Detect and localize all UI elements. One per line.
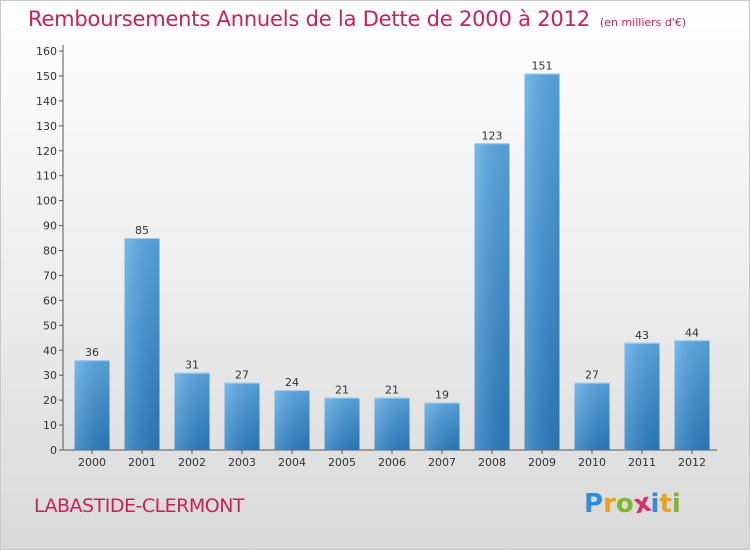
labels: 2000 36 2001 85 2002 31 2003 27 2004 24 2005 21 2006… xyxy=(78,59,706,469)
data-label-2004: 24 xyxy=(285,376,299,389)
title-row: Remboursements Annuels de la Dette de 20… xyxy=(28,7,686,31)
y-tick-label: 30 xyxy=(43,369,57,382)
bar-shade-2006 xyxy=(374,397,410,450)
y-tick-label: 40 xyxy=(43,344,57,357)
x-tick-label-2008: 2008 xyxy=(478,456,506,469)
y-tick-label: 80 xyxy=(43,245,57,258)
y-tick-label: 70 xyxy=(43,269,57,282)
bar-shade-2011 xyxy=(624,342,660,450)
data-label-2002: 31 xyxy=(185,359,199,372)
data-label-2000: 36 xyxy=(85,346,99,359)
logo-letter: P xyxy=(584,489,604,519)
y-tick-label: 50 xyxy=(43,319,57,332)
x-tick-label-2006: 2006 xyxy=(378,456,406,469)
bar-shade-2010 xyxy=(574,382,610,450)
logo-letter: t xyxy=(659,489,672,519)
bar-shade-2007 xyxy=(424,402,460,450)
bar-shade-2004 xyxy=(274,390,310,450)
y-tick-label: 100 xyxy=(36,195,57,208)
data-label-2001: 85 xyxy=(135,224,149,237)
data-label-2012: 44 xyxy=(685,326,699,339)
y-tick-label: 110 xyxy=(36,170,57,183)
y-tick-label: 140 xyxy=(36,95,57,108)
bar-shade-2005 xyxy=(324,397,360,450)
data-label-2007: 19 xyxy=(435,389,449,402)
y-tick-label: 120 xyxy=(36,145,57,158)
x-tick-label-2003: 2003 xyxy=(228,456,256,469)
data-label-2005: 21 xyxy=(335,384,349,397)
bar-shade-2001 xyxy=(124,238,160,450)
x-tick-label-2002: 2002 xyxy=(178,456,206,469)
x-tick-label-2011: 2011 xyxy=(628,456,656,469)
bar-shade-2000 xyxy=(74,360,110,450)
x-tick-label-2009: 2009 xyxy=(528,456,556,469)
commune-name: LABASTIDE-CLERMONT xyxy=(34,495,245,517)
data-label-2003: 27 xyxy=(235,369,249,382)
y-tick-label: 0 xyxy=(50,444,57,457)
x-tick-label-2005: 2005 xyxy=(328,456,356,469)
bar-shade-2002 xyxy=(174,372,210,450)
x-tick-label-2004: 2004 xyxy=(278,456,306,469)
x-tick-label-2001: 2001 xyxy=(128,456,156,469)
chart-title: Remboursements Annuels de la Dette de 20… xyxy=(28,7,590,31)
data-label-2006: 21 xyxy=(385,384,399,397)
y-tick-label: 130 xyxy=(36,120,57,133)
chart-unit: (en milliers d'€) xyxy=(599,16,687,29)
bars xyxy=(74,73,710,451)
data-label-2008: 123 xyxy=(482,129,503,142)
logo-letter: i xyxy=(650,489,660,519)
y-tick-label: 90 xyxy=(43,220,57,233)
bar-shade-2012 xyxy=(674,340,710,450)
y-tick-label: 150 xyxy=(36,70,57,83)
logo-letter: i xyxy=(671,489,681,519)
bar-shade-2008 xyxy=(474,143,510,451)
bar-shade-2003 xyxy=(224,382,260,450)
proxiti-logo: Proxiti xyxy=(584,488,681,521)
axes: 0 10 20 30 40 50 60 70 80 90 100 110 120 130 140 150 160 xyxy=(36,45,717,457)
x-tick-label-2000: 2000 xyxy=(78,456,106,469)
x-tick-label-2012: 2012 xyxy=(678,456,706,469)
y-tick-label: 160 xyxy=(36,45,57,58)
data-label-2010: 27 xyxy=(585,369,599,382)
data-label-2011: 43 xyxy=(635,329,649,342)
y-tick-label: 60 xyxy=(43,294,57,307)
logo-letter: r xyxy=(603,489,616,519)
x-tick-label-2010: 2010 xyxy=(578,456,606,469)
logo-letter: o xyxy=(615,489,634,519)
y-tick-label: 10 xyxy=(43,419,57,432)
y-tick-label: 20 xyxy=(43,394,57,407)
x-tick-label-2007: 2007 xyxy=(428,456,456,469)
data-label-2009: 151 xyxy=(532,59,553,72)
bar-shade-2009 xyxy=(524,73,560,450)
